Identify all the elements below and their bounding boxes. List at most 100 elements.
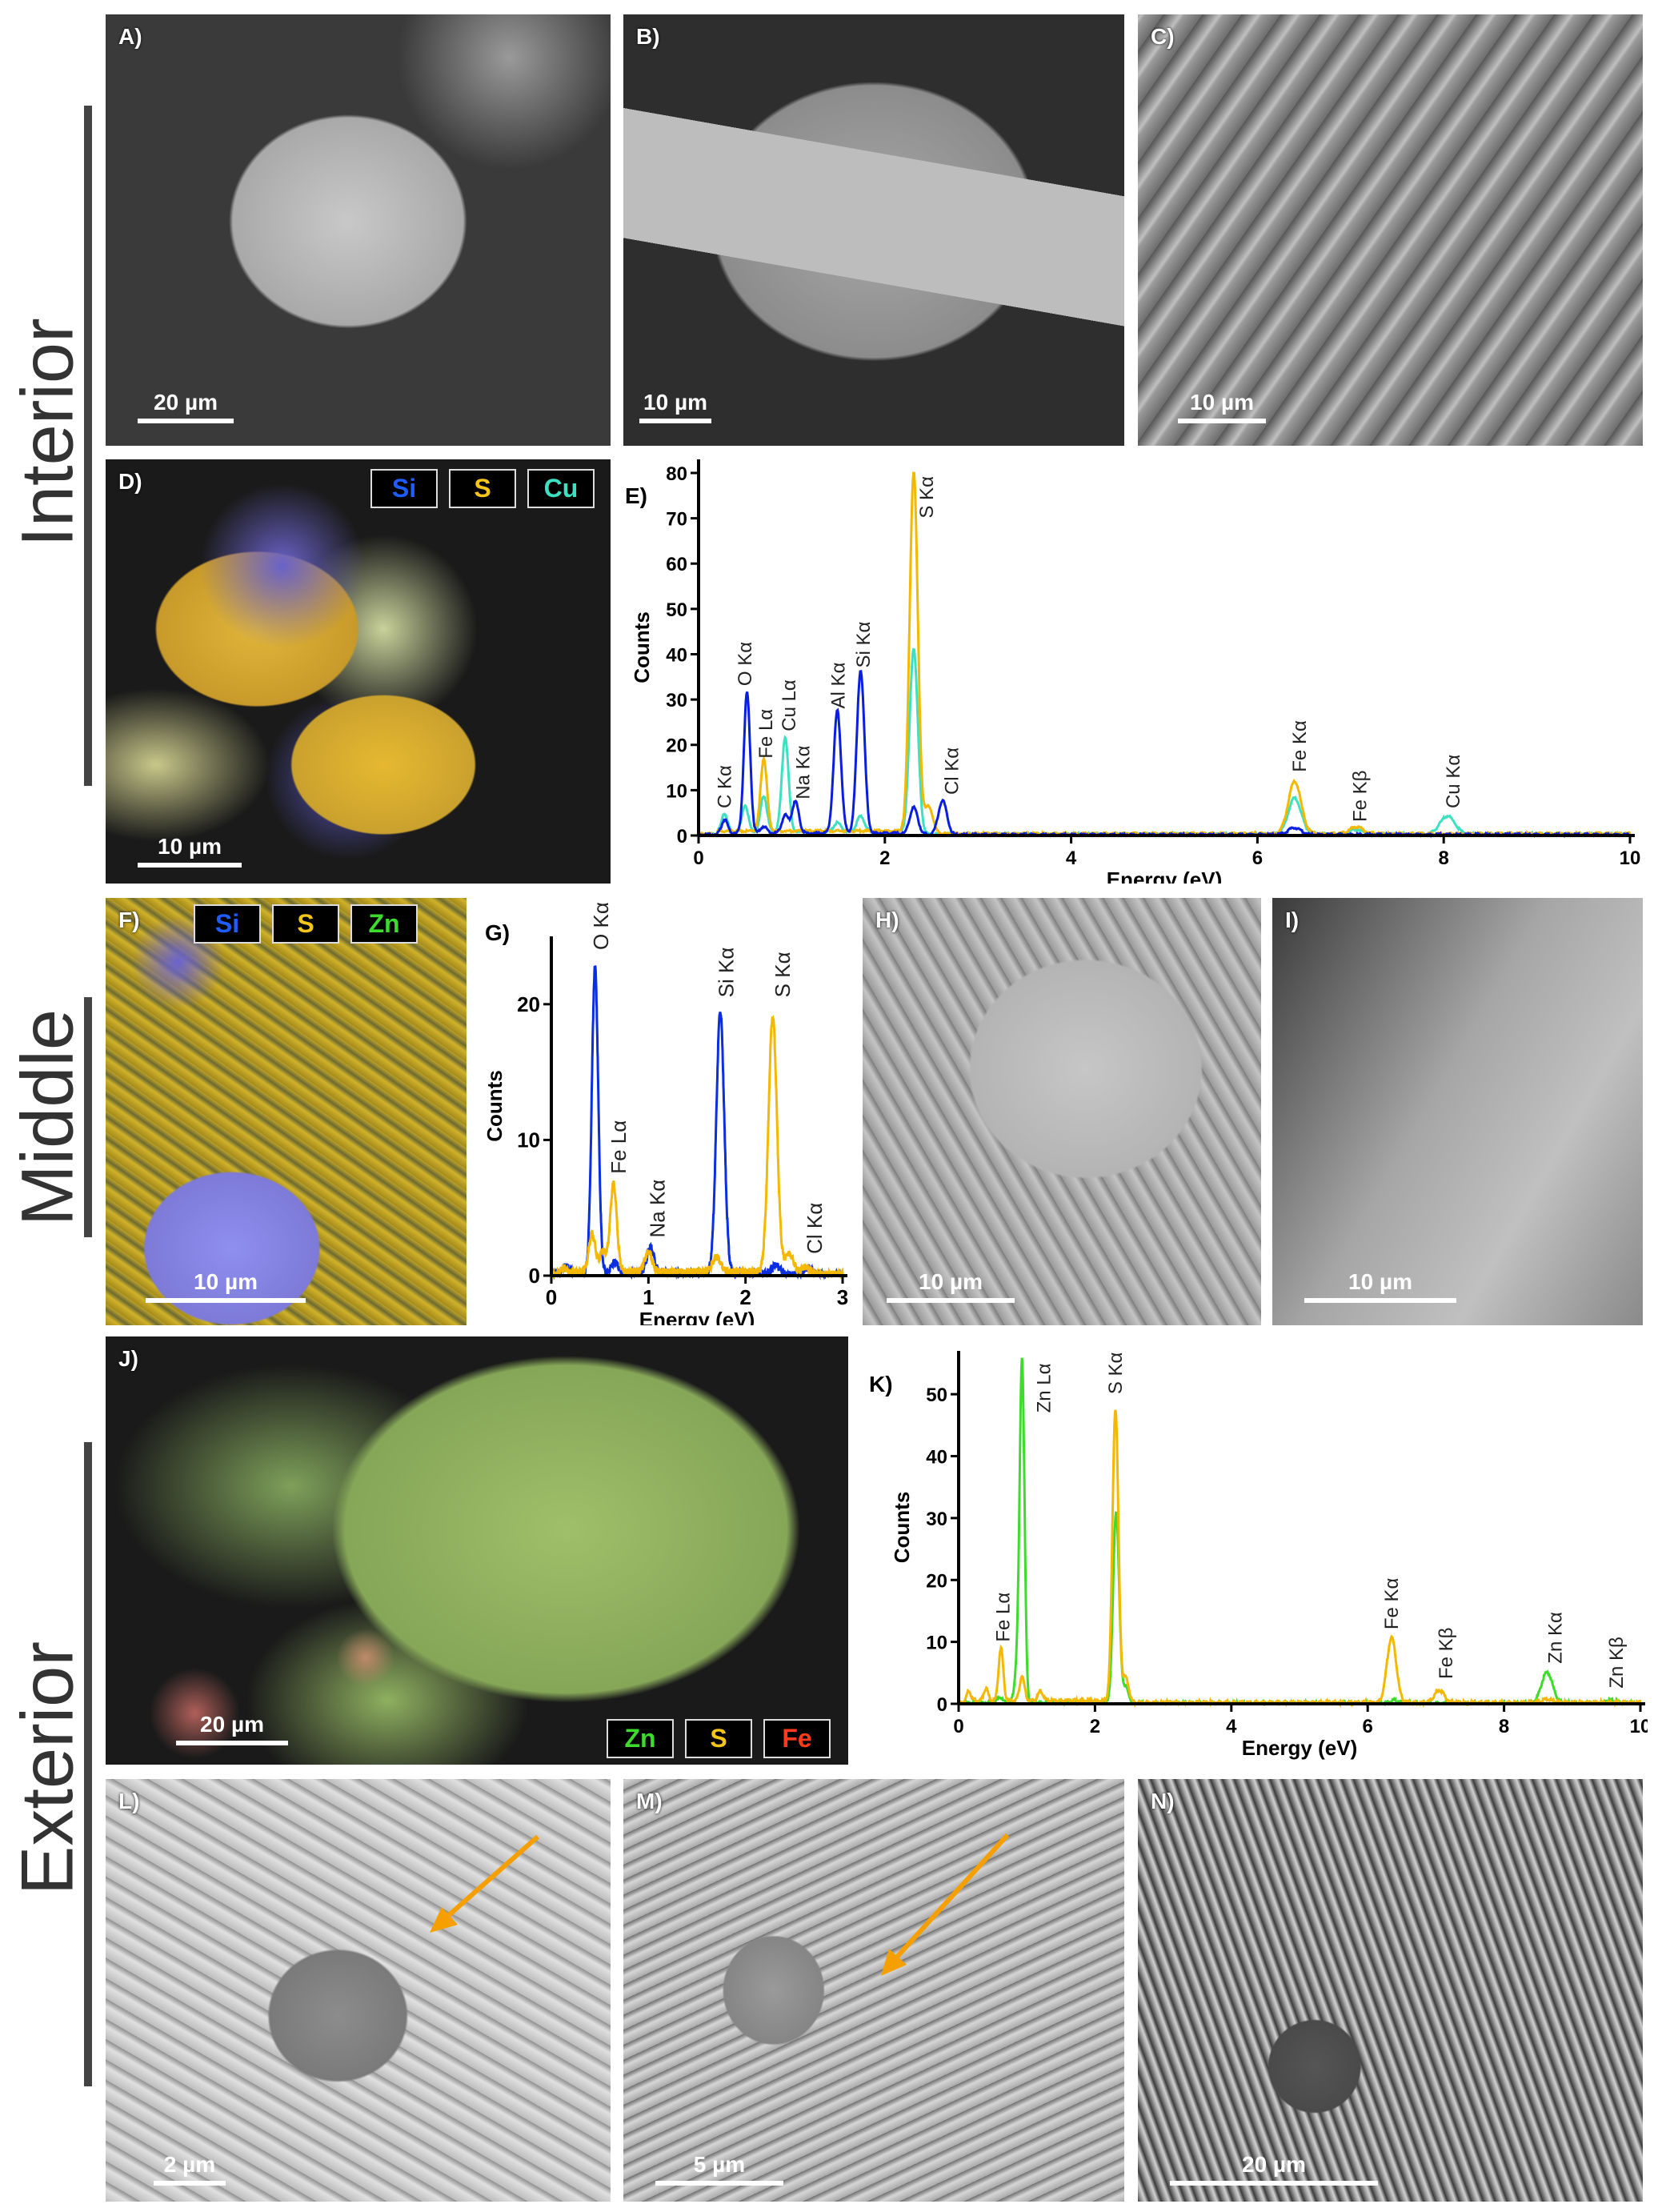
peak-label: Fe Kα: [1289, 720, 1311, 772]
peak-label: Fe Lα: [607, 1120, 631, 1174]
scale-bar-a: 20 µm: [138, 390, 234, 423]
x-tick-label: 0: [546, 1285, 557, 1309]
arrow-indicator-m: [881, 1833, 1010, 1976]
x-tick-label: 2: [1090, 1716, 1100, 1737]
y-tick-label: 50: [666, 599, 687, 621]
x-tick-label: 4: [1226, 1716, 1237, 1737]
peak-label: Fe Lα: [992, 1593, 1014, 1642]
peak-label: Fe Kβ: [1436, 1628, 1457, 1680]
y-tick-label: 10: [666, 780, 687, 802]
scale-bar-i: 10 µm: [1304, 1269, 1456, 1303]
scale-bar-b: 10 µm: [639, 390, 711, 423]
scale-text-f: 10 µm: [194, 1269, 258, 1294]
eds-map-d: D) Si S Cu 10 µm: [106, 459, 611, 884]
peak-label: O Kα: [589, 902, 613, 950]
peak-label: Fe Kα: [1381, 1577, 1403, 1629]
y-axis-title: Counts: [630, 611, 654, 683]
peak-label: Cu Kα: [1443, 755, 1464, 808]
scale-text-n: 20 µm: [1242, 2152, 1306, 2177]
y-tick-label: 40: [926, 1447, 947, 1469]
y-tick-label: 0: [937, 1694, 947, 1716]
scale-text-d: 10 µm: [158, 834, 222, 859]
peak-label: Cl Kα: [803, 1203, 827, 1254]
peak-label: Si Kα: [715, 948, 739, 998]
y-tick-label: 0: [677, 826, 687, 848]
panel-label-j: J): [118, 1346, 138, 1371]
y-tick-label: 40: [666, 644, 687, 666]
x-tick-label: 8: [1499, 1716, 1509, 1737]
peak-label: S Kα: [771, 952, 795, 997]
peak-label: Fe Lα: [755, 709, 777, 759]
peak-label: Zn Lα: [1034, 1363, 1055, 1413]
y-tick-label: 50: [926, 1385, 947, 1406]
y-tick-label: 80: [666, 463, 687, 485]
y-tick-label: 60: [666, 554, 687, 575]
scale-bar-j: 20 µm: [176, 1712, 288, 1745]
scale-text-a: 20 µm: [154, 390, 218, 415]
scale-text-i: 10 µm: [1348, 1269, 1412, 1294]
y-tick-label: 10: [517, 1128, 540, 1152]
scale-bar-m: 5 µm: [655, 2152, 783, 2186]
scale-text-c: 10 µm: [1190, 390, 1254, 415]
peak-label: Na Kα: [792, 745, 814, 799]
x-tick-label: 6: [1363, 1716, 1373, 1737]
x-tick-label: 10: [1630, 1716, 1648, 1737]
x-tick-label: 10: [1620, 848, 1641, 869]
peak-label: S Kα: [1105, 1352, 1127, 1394]
scale-text-l: 2 µm: [163, 2152, 216, 2177]
peak-label: Zn Kβ: [1606, 1637, 1628, 1689]
y-tick-label: 30: [926, 1509, 947, 1530]
x-axis-title: Energy (eV): [1107, 868, 1223, 884]
panel-label-c: C): [1151, 24, 1175, 49]
panel-label-e: E): [625, 483, 647, 508]
element-legend-j: Zn S Fe: [607, 1719, 831, 1758]
y-axis-title: Counts: [483, 1070, 507, 1142]
peak-label: Cu Lα: [779, 679, 800, 731]
y-tick-label: 20: [926, 1570, 947, 1592]
panel-label-k: K): [869, 1372, 893, 1397]
peak-label: Fe Kβ: [1349, 771, 1371, 823]
element-legend-f: Si S Zn: [194, 904, 418, 944]
sem-image-c: C) 10 µm: [1138, 14, 1643, 446]
panel-label-b: B): [636, 24, 660, 49]
panel-label-m: M): [636, 1789, 663, 1813]
x-tick-label: 2: [739, 1285, 751, 1309]
peak-label: C Kα: [715, 765, 736, 808]
section-label-exterior: Exterior: [6, 1641, 89, 1895]
scale-text-m: 5 µm: [693, 2152, 746, 2177]
x-tick-label: 0: [953, 1716, 963, 1737]
sem-image-b: B) 10 µm: [623, 14, 1124, 446]
legend-tag-si: Si: [194, 904, 261, 944]
panel-label-f: F): [118, 908, 140, 932]
spectrum-series-line: [957, 1357, 1641, 1707]
y-tick-label: 20: [517, 992, 540, 1016]
x-axis-title: Energy (eV): [1242, 1736, 1358, 1760]
eds-map-j: J) 20 µm Zn S Fe: [106, 1336, 848, 1765]
scale-bar-n: 20 µm: [1170, 2152, 1378, 2186]
x-tick-label: 2: [879, 848, 890, 869]
scale-bar-l: 2 µm: [154, 2152, 226, 2186]
legend-tag-zn: Zn: [607, 1719, 674, 1758]
element-legend-d: Si S Cu: [370, 469, 595, 508]
x-tick-label: 8: [1439, 848, 1449, 869]
x-tick-label: 0: [693, 848, 703, 869]
panel-label-l: L): [118, 1789, 140, 1813]
legend-tag-s: S: [272, 904, 339, 944]
exterior-bracket: [84, 1442, 92, 2086]
sem-image-n: N) 20 µm: [1138, 1779, 1643, 2202]
legend-tag-cu: Cu: [527, 469, 595, 508]
peak-label: Na Kα: [645, 1180, 669, 1238]
panel-label-h: H): [875, 908, 899, 932]
section-label-interior: Interior: [6, 318, 89, 547]
scale-bar-c: 10 µm: [1178, 390, 1266, 423]
legend-tag-si: Si: [370, 469, 438, 508]
section-label-middle: Middle: [6, 1009, 89, 1227]
y-tick-label: 30: [666, 690, 687, 711]
scale-bar-f: 10 µm: [146, 1269, 306, 1303]
panel-label-a: A): [118, 24, 142, 49]
eds-spectrum-e: E) 0 2 4 6 8 10 0 10 20 30 40 50 60 70 80 Energy (eV) Co…: [622, 459, 1648, 884]
panel-label-i: I): [1285, 908, 1300, 932]
panel-label-d: D): [118, 469, 142, 494]
peak-label: Al Kα: [828, 662, 850, 708]
sem-image-l: L) 2 µm: [106, 1779, 611, 2202]
